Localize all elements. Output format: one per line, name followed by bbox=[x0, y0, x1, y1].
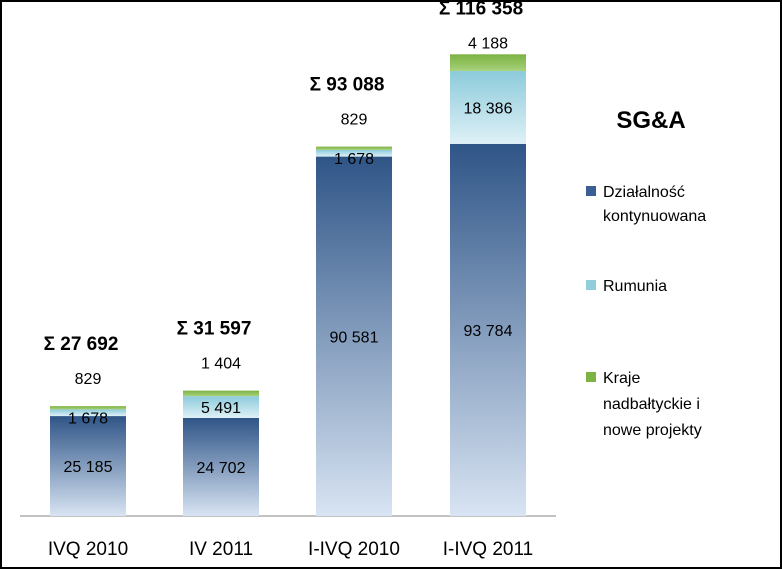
x-tick-label-c2: I-IVQ 2010 bbox=[308, 539, 400, 560]
legend-line: Działalność bbox=[603, 184, 685, 201]
data-label-s0-c0: 25 185 bbox=[64, 459, 113, 476]
x-tick-label-c1: IV 2011 bbox=[189, 539, 253, 560]
data-label-s1-c0: 1 678 bbox=[68, 410, 108, 427]
bar-segment-s0-c3 bbox=[450, 143, 526, 516]
x-tick-label-c0: IVQ 2010 bbox=[48, 539, 128, 560]
legend: Działalność kontynuowana Rumunia Kraje n… bbox=[586, 184, 706, 439]
total-label-c2: Σ 93 088 bbox=[310, 75, 385, 96]
total-label-c0: Σ 27 692 bbox=[44, 334, 119, 355]
bar-segment-s1-c3 bbox=[450, 70, 526, 144]
bar-segment-s2-c1 bbox=[183, 390, 259, 397]
legend-swatch-rumunia bbox=[586, 280, 596, 290]
total-label-c1: Σ 31 597 bbox=[177, 319, 252, 340]
data-label-s1-c2: 1 678 bbox=[334, 151, 374, 168]
chart-title: SG&A bbox=[616, 107, 685, 134]
bar-segment-s2-c3 bbox=[450, 54, 526, 71]
data-label-s2-c1: 1 404 bbox=[201, 356, 241, 373]
legend-swatch-kraje bbox=[586, 372, 596, 382]
data-label-s0-c2: 90 581 bbox=[330, 329, 379, 346]
data-label-s1-c3: 18 386 bbox=[464, 100, 513, 117]
bar-segment-s2-c2 bbox=[316, 146, 392, 150]
total-label-c3: Σ 116 358 bbox=[439, 0, 523, 19]
bar-segment-s0-c1 bbox=[183, 417, 259, 516]
labels-group: 25 185 1 678 829 Σ 27 692 IVQ 2010 24 702 5 49… bbox=[44, 0, 534, 560]
data-label-s0-c3: 93 784 bbox=[464, 323, 513, 340]
legend-label-rumunia: Rumunia bbox=[603, 278, 667, 295]
legend-label-kraje: Kraje nadbałtyckie i nowe projekty bbox=[603, 370, 704, 439]
data-label-s0-c1: 24 702 bbox=[197, 460, 246, 477]
bar-segment-s1-c0 bbox=[50, 409, 126, 417]
x-tick-label-c3: I-IVQ 2011 bbox=[443, 539, 533, 560]
data-label-s2-c0: 829 bbox=[75, 371, 102, 388]
data-label-s2-c2: 829 bbox=[341, 112, 368, 129]
legend-line: Kraje bbox=[603, 370, 640, 387]
bar-segment-s0-c2 bbox=[316, 156, 392, 516]
legend-line: nowe projekty bbox=[603, 422, 702, 439]
bars-group bbox=[50, 54, 526, 516]
data-label-s2-c3: 4 188 bbox=[468, 35, 508, 52]
legend-label-dzialalnosc: Działalność kontynuowana bbox=[603, 184, 706, 225]
legend-line: kontynuowana bbox=[603, 208, 706, 225]
data-label-s1-c1: 5 491 bbox=[201, 400, 241, 417]
bar-segment-s0-c0 bbox=[50, 416, 126, 516]
bar-segment-s1-c1 bbox=[183, 396, 259, 418]
bar-segment-s2-c0 bbox=[50, 406, 126, 410]
legend-swatch-dzialalnosc bbox=[586, 186, 596, 196]
bar-segment-s1-c2 bbox=[316, 149, 392, 157]
legend-line: nadbałtyckie i bbox=[603, 396, 700, 413]
